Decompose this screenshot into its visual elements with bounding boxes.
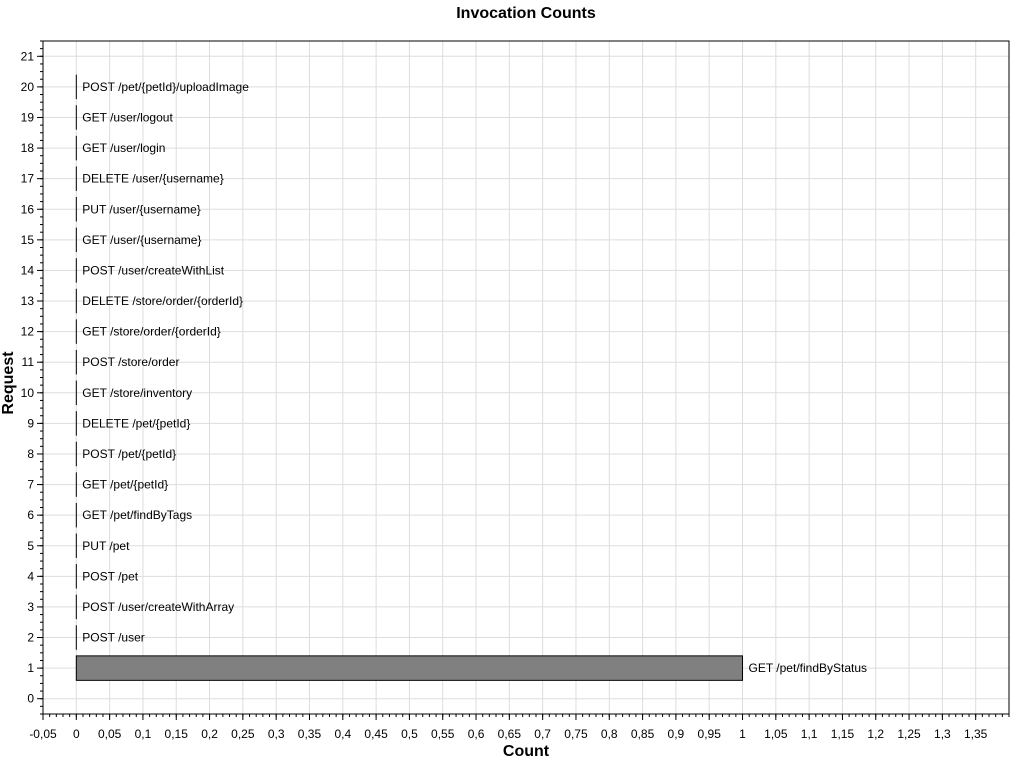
x-tick-label: 0,5	[401, 727, 418, 741]
x-tick-label: 0,55	[431, 727, 455, 741]
x-tick-label: 0	[73, 727, 80, 741]
x-tick-label: 0,8	[601, 727, 618, 741]
bar-label: PUT /pet	[82, 539, 130, 553]
y-tick-label: 13	[21, 294, 35, 308]
x-tick-label: 0,95	[698, 727, 722, 741]
x-tick-label: 0,1	[135, 727, 152, 741]
y-tick-label: 11	[22, 355, 35, 369]
x-tick-label: 1,2	[867, 727, 884, 741]
bar-label: GET /pet/findByStatus	[749, 661, 868, 675]
bar-label: GET /user/login	[82, 141, 165, 155]
x-tick-label: 1,25	[897, 727, 921, 741]
bar-label: POST /pet/{petId}/uploadImage	[82, 80, 249, 94]
x-tick-label: 1	[739, 727, 746, 741]
y-tick-label: 14	[21, 263, 35, 277]
bar-label: PUT /user/{username}	[82, 202, 201, 216]
x-tick-label: 0,9	[668, 727, 685, 741]
x-tick-label: 0,45	[364, 727, 388, 741]
x-tick-label: 0,65	[498, 727, 522, 741]
y-tick-label: 7	[27, 478, 34, 492]
bar-label: POST /user	[82, 631, 144, 645]
y-tick-label: 16	[21, 202, 35, 216]
y-tick-label: 4	[27, 569, 34, 583]
x-tick-label: 0,6	[468, 727, 485, 741]
bar-label: GET /store/order/{orderId}	[82, 325, 221, 339]
chart-title: Invocation Counts	[456, 5, 596, 22]
x-axis-title: Count	[503, 743, 550, 760]
bar-label: GET /store/inventory	[82, 386, 192, 400]
bar-label: POST /pet/{petId}	[82, 447, 176, 461]
x-tick-label: 1,3	[934, 727, 951, 741]
x-tick-label: 1,1	[801, 727, 818, 741]
x-tick-label: -0,05	[29, 727, 57, 741]
x-tick-label: 1,15	[831, 727, 855, 741]
y-tick-label: 1	[27, 661, 34, 675]
y-tick-label: 21	[21, 49, 35, 63]
x-tick-label: 0,25	[231, 727, 255, 741]
x-tick-label: 0,05	[98, 727, 122, 741]
bar-label: POST /user/createWithList	[82, 263, 224, 277]
plot-area-border	[42, 40, 1010, 715]
bar-label: GET /user/{username}	[82, 233, 201, 247]
y-tick-label: 5	[27, 539, 34, 553]
y-axis-title: Request	[0, 351, 17, 415]
bar-label: DELETE /user/{username}	[82, 172, 223, 186]
y-tick-label: 19	[21, 110, 35, 124]
x-tick-label: 1,05	[764, 727, 788, 741]
x-tick-label: 0,75	[564, 727, 588, 741]
bar-label: GET /pet/{petId}	[82, 478, 168, 492]
y-tick-label: 3	[27, 600, 34, 614]
bar	[75, 655, 744, 681]
y-tick-label: 2	[27, 631, 34, 645]
y-tick-label: 6	[27, 508, 34, 522]
x-tick-label: 1,35	[964, 727, 988, 741]
y-tick-label: 12	[21, 325, 35, 339]
y-tick-label: 10	[21, 386, 35, 400]
bars	[75, 74, 744, 681]
bar-labels: GET /pet/findByStatus POST /user POST /use…	[82, 80, 867, 675]
x-tick-label: 0,7	[534, 727, 551, 741]
y-tick-label: 9	[27, 416, 34, 430]
x-tick-label: 0,3	[268, 727, 285, 741]
y-tick-label: 20	[21, 80, 35, 94]
grid-lines	[42, 41, 1009, 714]
bar-label: POST /store/order	[82, 355, 179, 369]
y-tick-label: 0	[27, 692, 34, 706]
bar-label: POST /user/createWithArray	[82, 600, 234, 614]
y-tick-label: 17	[21, 172, 35, 186]
y-tick-label: 18	[21, 141, 35, 155]
x-tick-label: 0,35	[298, 727, 322, 741]
x-tick-label: 0,4	[334, 727, 351, 741]
bar-label: POST /pet	[82, 569, 138, 583]
y-tick-label: 15	[21, 233, 35, 247]
bar-label: GET /pet/findByTags	[82, 508, 192, 522]
bar-label: GET /user/logout	[82, 110, 173, 124]
y-tick-label: 8	[27, 447, 34, 461]
x-tick-label: 0,85	[631, 727, 655, 741]
axis-ticks: -0,05 0 0,05 0,1 0,15 0,2 0,25 0,3 0,35 0,4 0,45 0,…	[21, 40, 1010, 741]
bar-label: DELETE /store/order/{orderId}	[82, 294, 243, 308]
bar-label: DELETE /pet/{petId}	[82, 416, 190, 430]
x-tick-label: 0,15	[165, 727, 189, 741]
x-tick-label: 0,2	[201, 727, 218, 741]
